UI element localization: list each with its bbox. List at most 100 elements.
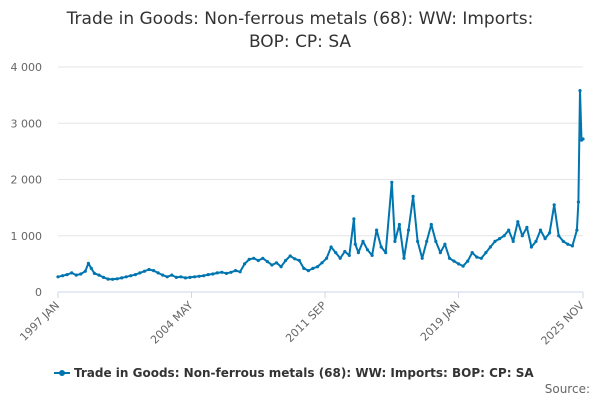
data-point — [106, 277, 110, 281]
data-point — [379, 245, 383, 249]
data-point — [311, 266, 315, 270]
data-point — [438, 251, 442, 255]
data-point — [65, 273, 69, 277]
data-point — [165, 275, 169, 279]
data-point — [466, 259, 470, 263]
series-line-0 — [57, 89, 584, 281]
legend-dot-marker — [59, 370, 65, 376]
data-point — [529, 245, 534, 249]
data-point — [557, 234, 561, 238]
data-point — [306, 269, 310, 273]
data-point — [97, 273, 101, 277]
data-point — [393, 239, 397, 243]
data-point — [552, 203, 556, 207]
data-point — [56, 275, 60, 279]
data-point — [347, 253, 351, 257]
data-point — [220, 270, 224, 274]
y-tick-label: 0 — [35, 286, 42, 299]
data-point — [511, 239, 515, 243]
gridlines — [58, 66, 583, 293]
data-point — [581, 137, 585, 141]
series-group — [56, 89, 585, 281]
data-point — [329, 245, 333, 249]
data-point — [561, 239, 565, 243]
credit-source[interactable]: Source: — [545, 382, 590, 396]
data-point — [89, 266, 93, 270]
data-point — [224, 271, 228, 275]
x-tick-label: 2011 SEP — [283, 299, 329, 345]
data-point — [420, 256, 424, 260]
data-point — [315, 265, 320, 269]
data-point — [353, 242, 357, 246]
data-point — [297, 258, 301, 263]
data-point — [79, 272, 83, 276]
data-point — [484, 251, 488, 255]
data-point — [370, 253, 374, 257]
data-point — [252, 256, 256, 260]
data-point — [156, 271, 160, 275]
data-point — [397, 222, 401, 227]
data-point — [502, 234, 506, 238]
data-point — [161, 273, 165, 277]
data-point — [188, 275, 192, 279]
data-point — [256, 258, 260, 263]
data-point — [384, 251, 388, 255]
data-point — [233, 269, 238, 273]
data-point — [70, 271, 74, 275]
chart-title-line-2: BOP: CP: SA — [249, 32, 351, 52]
data-point — [174, 275, 178, 279]
data-point — [124, 275, 128, 279]
data-point — [83, 269, 87, 273]
x-tick-label: 2025 NOV — [539, 299, 588, 348]
chart-title-line-1: Trade in Goods: Non-ferrous metals (68):… — [66, 9, 534, 29]
data-point — [142, 269, 147, 273]
legend-label[interactable]: Trade in Goods: Non-ferrous metals (68):… — [74, 366, 534, 380]
data-point — [425, 239, 429, 243]
data-point — [202, 274, 206, 278]
data-point — [548, 231, 552, 235]
data-point — [461, 264, 465, 268]
y-axis: 0 1 000 2 000 3 000 4 000 — [11, 61, 43, 299]
data-point — [452, 259, 456, 263]
data-point — [402, 256, 406, 260]
data-point — [365, 248, 370, 252]
data-point — [520, 234, 524, 238]
data-point — [270, 263, 274, 267]
data-point — [566, 242, 570, 246]
data-point — [170, 273, 174, 277]
data-point — [429, 222, 433, 227]
y-tick-label: 4 000 — [11, 61, 43, 74]
data-point — [197, 274, 201, 278]
data-point — [576, 200, 581, 204]
data-point — [543, 237, 547, 241]
data-point — [129, 274, 133, 278]
data-point — [133, 273, 137, 277]
data-point — [538, 228, 543, 232]
data-point — [302, 266, 306, 270]
data-point — [265, 260, 269, 264]
legend[interactable]: Trade in Goods: Non-ferrous metals (68):… — [54, 366, 534, 380]
data-point — [215, 271, 219, 275]
x-tick-label: 2019 JAN — [418, 299, 463, 344]
data-point — [179, 275, 183, 279]
x-tick-label: 2004 MAY — [148, 299, 196, 347]
data-point — [375, 228, 379, 232]
data-point — [101, 275, 106, 279]
data-point — [507, 228, 511, 232]
data-point — [406, 228, 411, 232]
data-point — [211, 272, 215, 276]
data-point — [284, 258, 288, 263]
data-point — [183, 276, 188, 280]
data-point — [320, 261, 324, 265]
y-tick-label: 1 000 — [11, 230, 43, 243]
data-point — [361, 239, 365, 243]
data-point — [534, 239, 538, 243]
data-point — [193, 275, 197, 279]
data-point — [247, 257, 251, 261]
data-point — [111, 277, 115, 281]
data-point — [288, 254, 292, 258]
data-point — [443, 242, 447, 246]
data-point — [390, 180, 394, 184]
data-point — [570, 244, 575, 248]
data-point — [152, 269, 156, 273]
